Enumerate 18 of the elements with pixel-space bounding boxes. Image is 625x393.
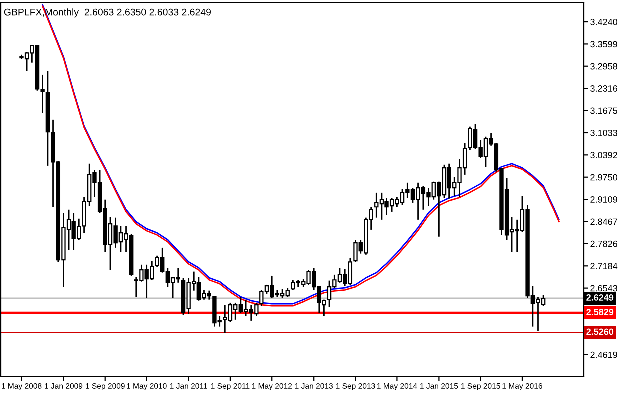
candlestick	[40, 74, 45, 114]
y-tick-label: 3.3599	[590, 41, 618, 48]
y-tick-label: 3.2958	[590, 63, 618, 70]
y-tick-label: 2.9750	[590, 174, 618, 181]
ref-line-label: 2.5829	[586, 309, 614, 316]
ref-line-label: 2.5260	[586, 328, 614, 336]
y-tick-label: 2.6543	[590, 285, 618, 292]
y-tick-label: 2.7826	[590, 240, 618, 248]
y-tick-label: 3.2316	[590, 86, 618, 92]
y-tick-label: 3.1675	[590, 108, 618, 114]
y-tick-label: 3.1033	[590, 130, 618, 136]
y-tick-label: 2.7184	[590, 263, 618, 270]
y-tick-label: 2.4619	[590, 352, 618, 358]
y-tick-label: 3.0392	[590, 152, 618, 159]
y-tick-label: 3.4240	[590, 18, 618, 26]
ref-line-label: 2.6249	[586, 294, 614, 301]
y-tick-label: 2.8467	[590, 218, 618, 226]
y-tick-label: 2.9109	[590, 196, 618, 203]
